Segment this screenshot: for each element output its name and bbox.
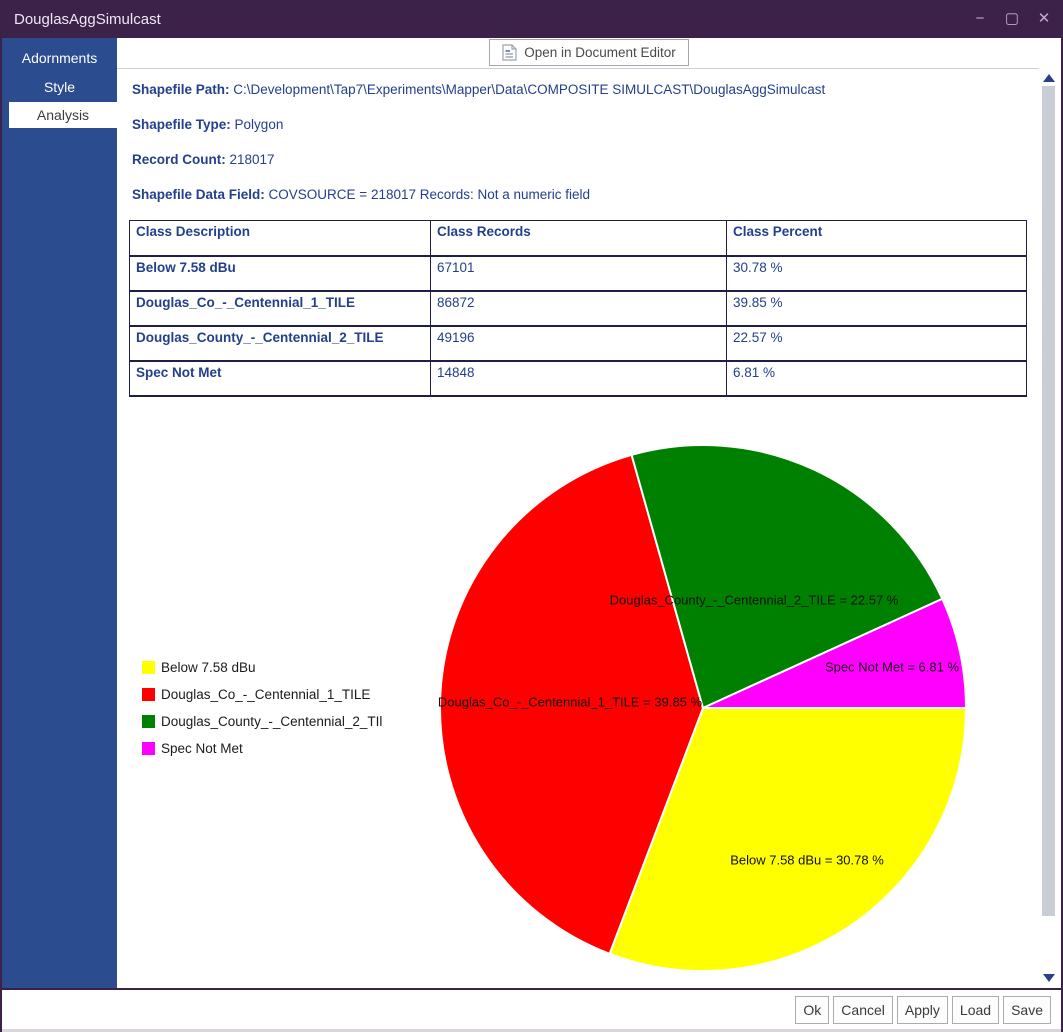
legend-label: Below 7.58 dBu [161, 660, 256, 675]
legend-swatch-green [142, 715, 155, 728]
window-title: DouglasAggSimulcast [14, 10, 161, 28]
cancel-button[interactable]: Cancel [833, 995, 893, 1024]
scroll-up-icon[interactable] [1043, 74, 1055, 82]
window-bottom-edge [2, 1029, 1061, 1032]
cell-class-percent: 30.78 % [726, 255, 1027, 292]
legend-item: Douglas_County_-_Centennial_2_TIl [142, 708, 397, 735]
cell-class-records: 67101 [430, 255, 727, 292]
cell-class-description: Below 7.58 dBu [129, 255, 431, 292]
scroll-down-icon[interactable] [1043, 974, 1055, 982]
sidebar-item-adornments[interactable]: Adornments [2, 44, 117, 72]
pie-chart [439, 444, 968, 972]
shapefile-path-value: C:\Development\Tap7\Experiments\Mapper\D… [233, 82, 826, 97]
minimize-icon[interactable]: − [975, 9, 985, 27]
title-bar: DouglasAggSimulcast − ▢ ✕ [2, 0, 1061, 38]
apply-button[interactable]: Apply [896, 995, 948, 1024]
footer-button-bar: Ok Cancel Apply Load Save [2, 990, 1061, 1029]
record-count-line: Record Count: 218017 [132, 152, 275, 167]
legend-item: Douglas_Co_-_Centennial_1_TILE [142, 681, 397, 708]
table-header-row: Class Description Class Records Class Pe… [129, 220, 1027, 257]
cell-class-percent: 6.81 % [726, 360, 1027, 397]
document-editor-icon [502, 44, 517, 61]
cell-class-description: Spec Not Met [129, 360, 431, 397]
sidebar-item-label: Style [43, 79, 76, 95]
pie-slice-2 [630, 444, 944, 710]
col-header-class-description: Class Description [129, 220, 431, 257]
ok-button[interactable]: Ok [795, 995, 830, 1024]
shapefile-data-field-value: COVSOURCE = 218017 Records: Not a numeri… [268, 187, 591, 202]
legend-label: Douglas_Co_-_Centennial_1_TILE [161, 687, 371, 702]
cell-class-records: 49196 [430, 325, 727, 362]
cell-class-description: Douglas_County_-_Centennial_2_TILE [129, 325, 431, 362]
cell-class-percent: 22.57 % [726, 325, 1027, 362]
legend-label: Spec Not Met [161, 741, 243, 756]
save-button[interactable]: Save [1003, 995, 1051, 1024]
cell-class-percent: 39.85 % [726, 290, 1027, 327]
col-header-class-records: Class Records [430, 220, 727, 257]
col-header-class-percent: Class Percent [726, 220, 1027, 257]
cell-class-records: 14848 [430, 360, 727, 397]
scrollbar-thumb[interactable] [1042, 86, 1055, 916]
close-icon[interactable]: ✕ [1037, 10, 1051, 27]
legend-swatch-red [142, 688, 155, 701]
sidebar: Adornments Style Analysis [2, 38, 117, 988]
legend-swatch-magenta [142, 742, 155, 755]
window-controls: − ▢ ✕ [971, 0, 1053, 36]
class-table: Class Description Class Records Class Pe… [129, 220, 1027, 397]
table-row: Douglas_County_-_Centennial_2_TILE 49196… [129, 325, 1027, 362]
chart-legend: Below 7.58 dBu Douglas_Co_-_Centennial_1… [142, 654, 397, 762]
table-row: Below 7.58 dBu 67101 30.78 % [129, 255, 1027, 292]
sidebar-item-label: Analysis [36, 107, 90, 123]
pie-slice-3 [702, 597, 968, 709]
shapefile-data-field-label: Shapefile Data Field: [132, 187, 265, 202]
load-button[interactable]: Load [951, 995, 1000, 1024]
legend-label: Douglas_County_-_Centennial_2_TIl [161, 714, 383, 729]
legend-swatch-yellow [142, 661, 155, 674]
toolbar-separator [117, 68, 1039, 69]
pie-slice-1 [439, 453, 705, 956]
sidebar-item-label: Adornments [21, 50, 98, 66]
cell-class-records: 86872 [430, 290, 727, 327]
open-in-document-editor-label: Open in Document Editor [524, 45, 676, 60]
record-count-label: Record Count: [132, 152, 226, 167]
vertical-scrollbar[interactable] [1042, 70, 1055, 986]
shapefile-type-value: Polygon [234, 117, 284, 132]
table-row: Spec Not Met 14848 6.81 % [129, 360, 1027, 397]
footer-divider [2, 988, 1061, 990]
legend-item: Below 7.58 dBu [142, 654, 397, 681]
sidebar-item-analysis[interactable]: Analysis [9, 102, 117, 128]
shapefile-data-field-line: Shapefile Data Field: COVSOURCE = 218017… [132, 187, 590, 202]
shapefile-path-label: Shapefile Path: [132, 82, 230, 97]
shapefile-path-line: Shapefile Path: C:\Development\Tap7\Expe… [132, 82, 825, 97]
table-row: Douglas_Co_-_Centennial_1_TILE 86872 39.… [129, 290, 1027, 327]
shapefile-type-line: Shapefile Type: Polygon [132, 117, 283, 132]
cell-class-description: Douglas_Co_-_Centennial_1_TILE [129, 290, 431, 327]
record-count-value: 218017 [229, 152, 275, 167]
open-in-document-editor-button[interactable]: Open in Document Editor [489, 39, 689, 66]
maximize-icon[interactable]: ▢ [1004, 10, 1020, 27]
pie-slice-0 [608, 707, 968, 972]
shapefile-type-label: Shapefile Type: [132, 117, 231, 132]
sidebar-item-style[interactable]: Style [2, 73, 117, 101]
legend-item: Spec Not Met [142, 735, 397, 762]
